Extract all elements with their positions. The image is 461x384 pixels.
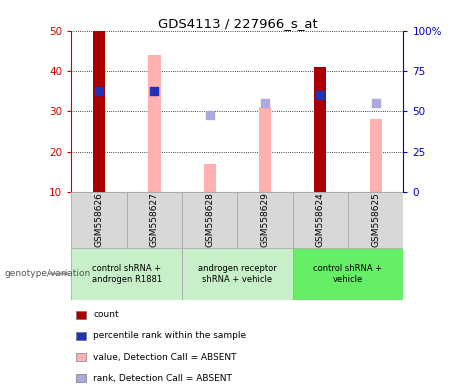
- Text: GSM558628: GSM558628: [205, 192, 214, 247]
- Text: GSM558627: GSM558627: [150, 192, 159, 247]
- Point: [151, 88, 158, 94]
- Bar: [148, 55, 160, 192]
- Point: [261, 100, 269, 106]
- Bar: [71, 248, 182, 300]
- Bar: [237, 192, 293, 248]
- Text: value, Detection Call = ABSENT: value, Detection Call = ABSENT: [93, 353, 236, 362]
- Bar: [71, 192, 127, 248]
- Text: GSM558625: GSM558625: [371, 192, 380, 247]
- Title: GDS4113 / 227966_s_at: GDS4113 / 227966_s_at: [158, 17, 317, 30]
- Text: control shRNA +
vehicle: control shRNA + vehicle: [313, 263, 383, 284]
- Bar: [348, 192, 403, 248]
- Text: androgen receptor
shRNA + vehicle: androgen receptor shRNA + vehicle: [198, 263, 277, 284]
- Text: rank, Detection Call = ABSENT: rank, Detection Call = ABSENT: [93, 374, 232, 383]
- Text: genotype/variation: genotype/variation: [5, 269, 91, 278]
- Bar: [293, 248, 403, 300]
- Text: percentile rank within the sample: percentile rank within the sample: [93, 331, 246, 341]
- Bar: [293, 192, 348, 248]
- Text: GSM558629: GSM558629: [260, 192, 270, 247]
- Point: [206, 112, 213, 118]
- Text: control shRNA +
androgen R1881: control shRNA + androgen R1881: [92, 263, 162, 284]
- Bar: [127, 192, 182, 248]
- Text: GSM558624: GSM558624: [316, 192, 325, 247]
- Bar: [259, 107, 271, 192]
- Point: [317, 92, 324, 98]
- Text: count: count: [93, 310, 119, 319]
- Point: [372, 100, 379, 106]
- Bar: [182, 248, 293, 300]
- Bar: [93, 31, 105, 192]
- Bar: [182, 192, 237, 248]
- Bar: [204, 164, 216, 192]
- Text: GSM558626: GSM558626: [95, 192, 104, 247]
- Bar: [314, 67, 326, 192]
- Point: [95, 88, 103, 94]
- Bar: [370, 119, 382, 192]
